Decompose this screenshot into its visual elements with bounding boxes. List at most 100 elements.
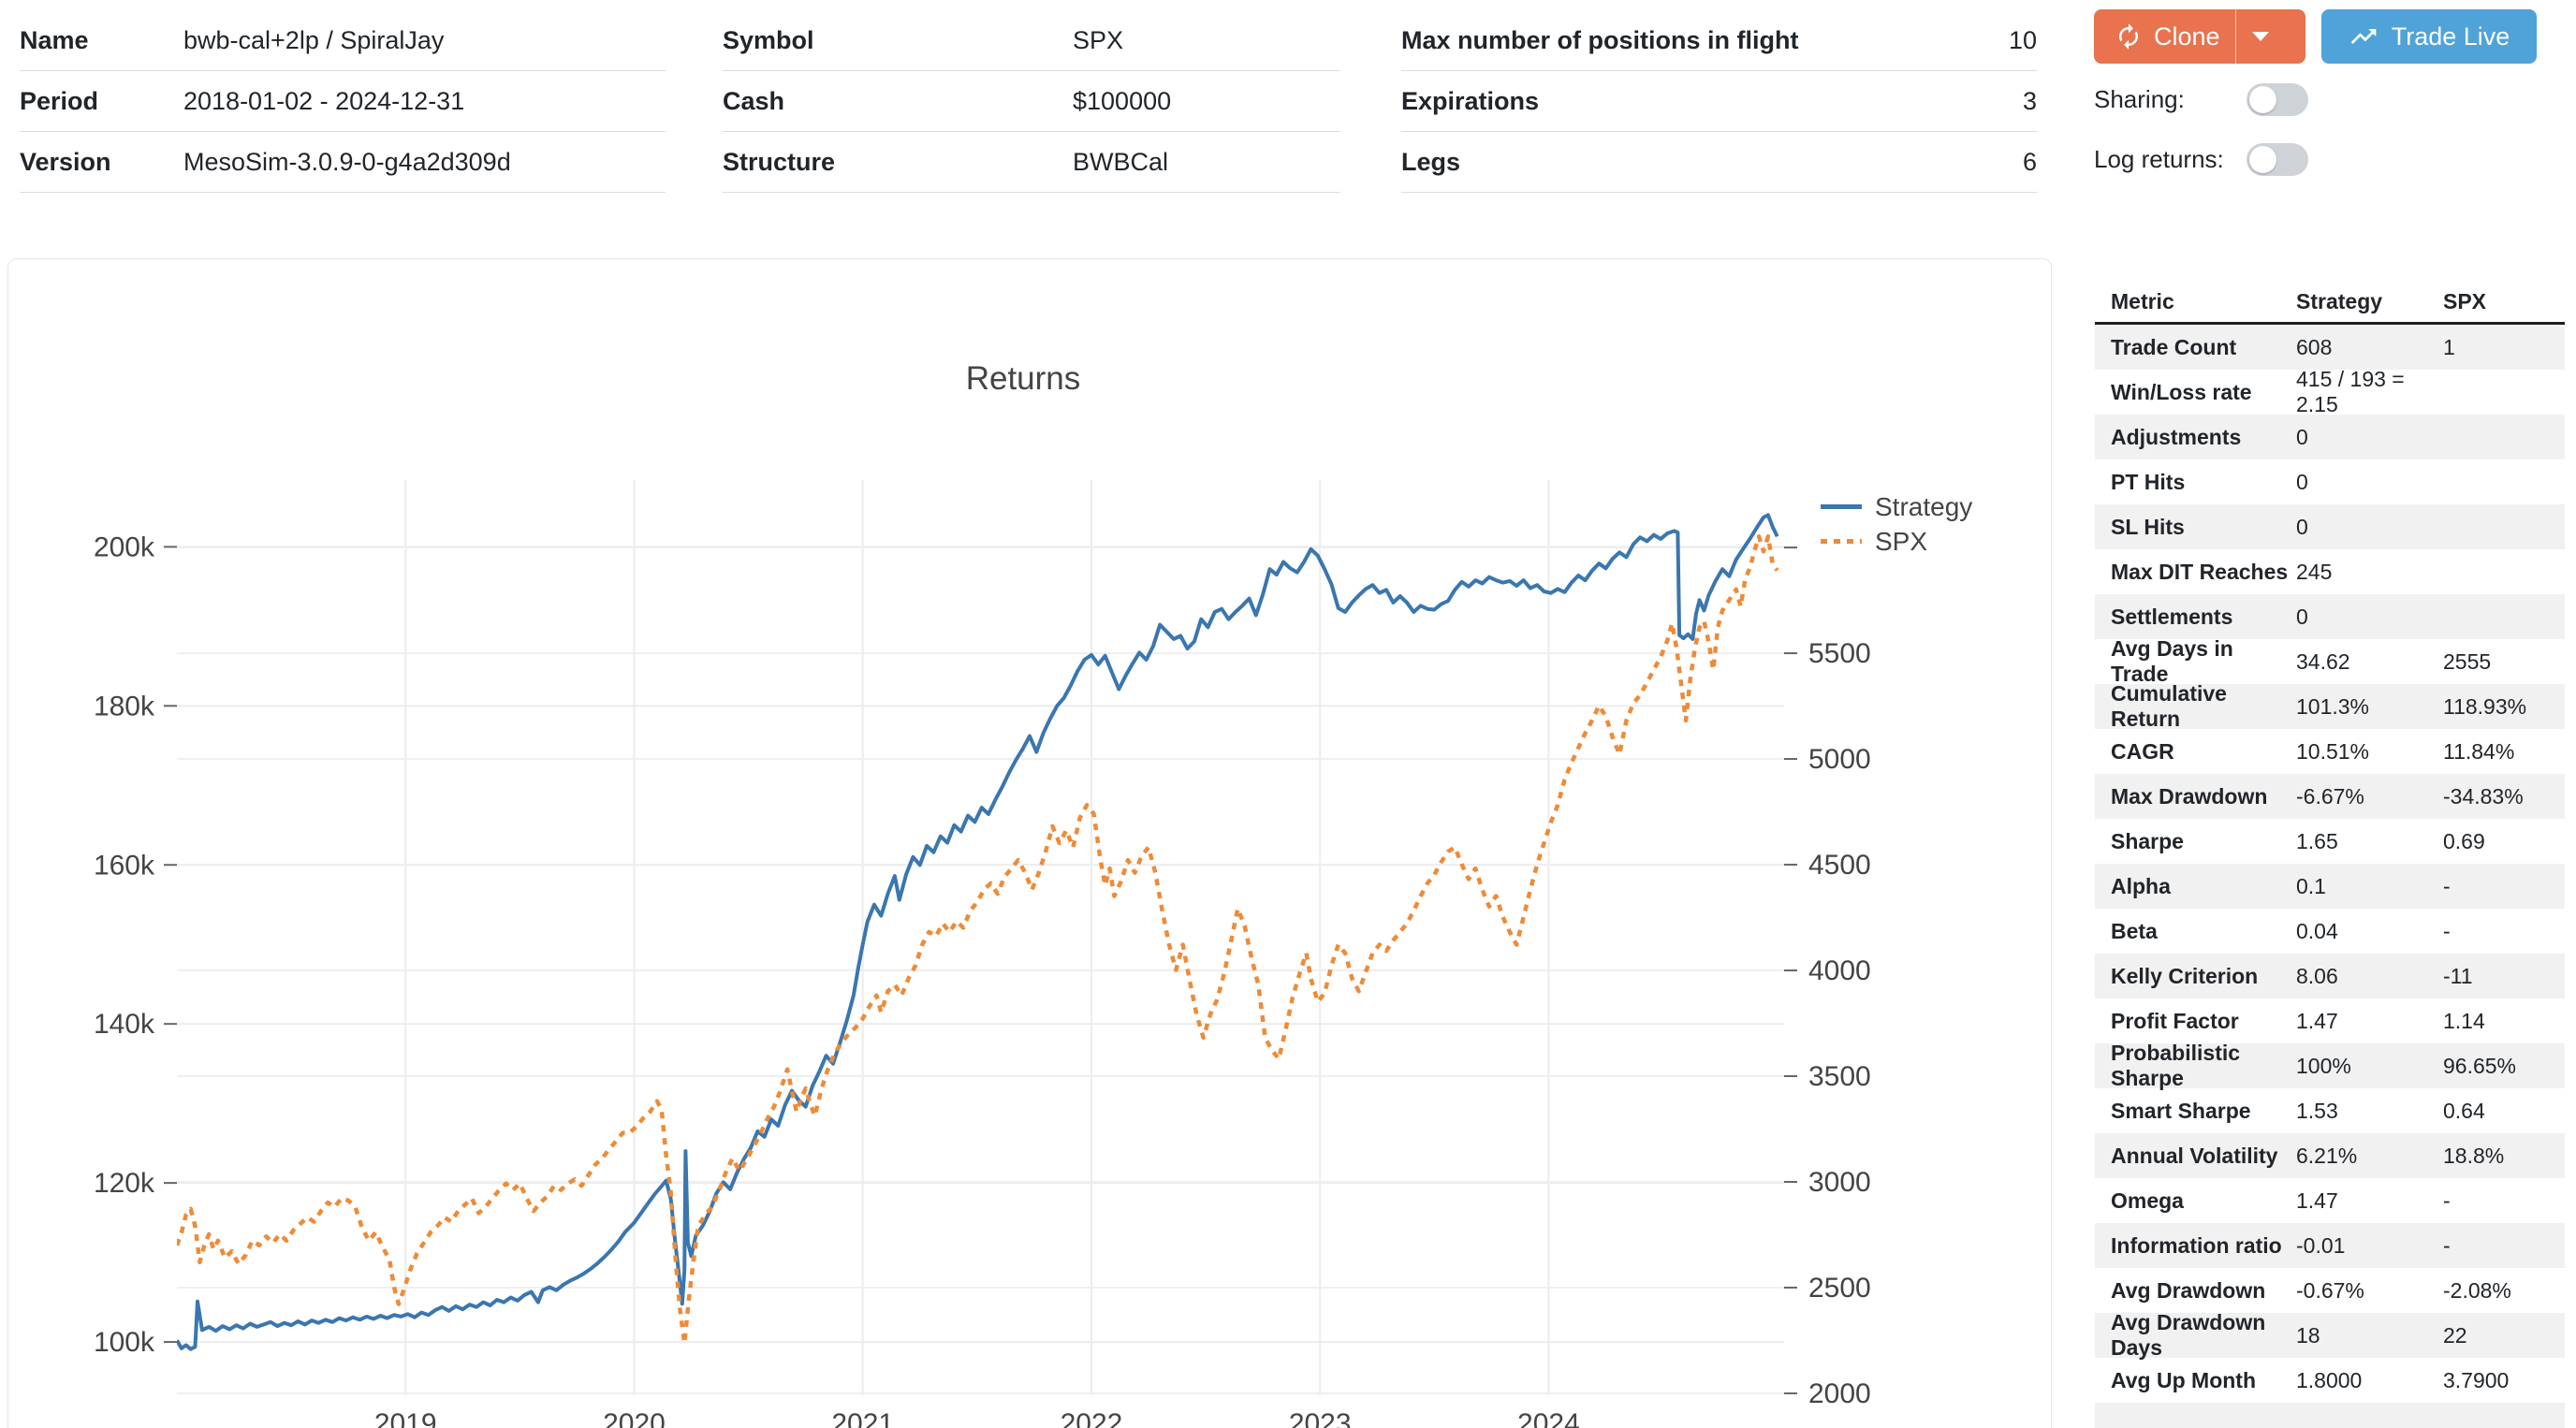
table-row: Probabilistic Sharpe 100% 96.65% (2095, 1041, 2565, 1090)
clone-dropdown-toggle[interactable] (2234, 9, 2285, 64)
table-row: Max DIT Reaches 245 (2095, 549, 2565, 594)
legend-entry-strategy[interactable]: Strategy (1821, 489, 1972, 524)
table-cell: - (2443, 918, 2451, 943)
metrics-col-spx: SPX (2443, 288, 2487, 313)
table-cell: 1.53 (2296, 1098, 2338, 1123)
table-cell: 0 (2296, 424, 2308, 449)
clone-split-button[interactable]: Clone (2094, 9, 2305, 64)
table-cell: 1.14 (2443, 1008, 2485, 1033)
strategy-info-table: Name bwb-cal+2lp / SpiralJay Period 2018-01… (20, 10, 666, 193)
table-cell: 101.3% (2296, 693, 2370, 719)
table-cell: 22 (2443, 1322, 2467, 1348)
table-cell: CAGR (2111, 738, 2174, 764)
metrics-table-header: Metric Strategy SPX (2095, 281, 2565, 325)
table-cell: 245 (2296, 559, 2333, 584)
table-cell: 0.64 (2443, 1098, 2485, 1123)
info-row: Period 2018-01-02 - 2024-12-31 (20, 71, 666, 132)
table-cell: - (2443, 1188, 2451, 1213)
table-cell: 1.47 (2296, 1008, 2338, 1033)
table-cell: -11 (2443, 963, 2473, 988)
y-axis-right-tick-label: 4000 (1808, 955, 1871, 986)
table-cell: Max Drawdown (2111, 783, 2268, 809)
table-cell: -0.67% (2296, 1277, 2364, 1303)
table-cell: 0.69 (2443, 828, 2485, 853)
returns-chart-plot[interactable]: 100k 120k 140k 160k 180k 200k 2000 2500 3000 3500… (8, 259, 2052, 1428)
info-value: $100000 (1073, 86, 1172, 115)
info-value: MesoSim-3.0.9-0-g4a2d309d (183, 147, 511, 176)
legend-label: Strategy (1875, 491, 1973, 521)
info-label: Cash (723, 86, 785, 115)
table-cell: -0.01 (2296, 1232, 2346, 1258)
table-cell: 18.8% (2443, 1143, 2505, 1168)
info-label: Version (20, 147, 111, 176)
table-row-partial (2095, 1403, 2565, 1428)
x-axis-tick-label: 2024 (1517, 1408, 1580, 1428)
table-cell: 11.84% (2443, 738, 2515, 764)
info-row: Cash $100000 (723, 71, 1340, 132)
table-cell: -34.83% (2443, 783, 2524, 809)
sync-icon (2115, 22, 2143, 51)
table-cell: PT Hits (2111, 469, 2186, 494)
table-row: Trade Count 608 1 (2095, 325, 2565, 370)
info-row: Symbol SPX (723, 10, 1340, 71)
clone-button[interactable]: Clone (2094, 9, 2235, 64)
y-axis-left-tick-label: 200k (94, 532, 155, 562)
info-row: Expirations 3 (1401, 71, 2037, 132)
trade-live-label: Trade Live (2391, 22, 2510, 51)
chart-legend: Strategy SPX (1809, 484, 1986, 566)
info-value: 3 (2022, 86, 2037, 115)
table-cell: 100% (2296, 1053, 2351, 1078)
y-axis-left-tick-label: 180k (94, 691, 155, 721)
symbol-info-table: Symbol SPX Cash $100000 Structure BWBCal (723, 10, 1340, 193)
table-cell: 1.65 (2296, 828, 2338, 853)
table-cell: Kelly Criterion (2111, 963, 2259, 988)
table-row: Adjustments 0 (2095, 415, 2565, 459)
table-cell: Avg Drawdown Days (2111, 1310, 2266, 1360)
y-axis-right-tick-label: 3000 (1808, 1167, 1871, 1198)
info-value: 6 (2022, 147, 2037, 176)
table-cell: Max DIT Reaches (2111, 559, 2289, 584)
x-axis-tick-label: 2022 (1061, 1408, 1123, 1428)
table-row: Cumulative Return 101.3% 118.93% (2095, 681, 2565, 731)
table-cell: 1 (2443, 334, 2455, 359)
log-returns-label: Log returns: (2094, 144, 2224, 173)
table-row: Win/Loss rate 415 / 193 = 2.15 (2095, 367, 2565, 416)
table-cell: Beta (2111, 918, 2158, 943)
returns-chart-card: Returns 100k 120k 140k 160k 180k 200k 2000 2500… (7, 258, 2052, 1428)
info-row: Structure BWBCal (723, 132, 1340, 193)
trade-live-button[interactable]: Trade Live (2321, 9, 2537, 64)
y-axis-left-tick-label: 140k (94, 1009, 155, 1040)
info-label: Period (20, 86, 99, 115)
info-label: Name (20, 25, 89, 54)
legend-swatch (1821, 504, 1862, 509)
table-cell: 2555 (2443, 648, 2492, 674)
metrics-table-body: Trade Count 608 1 Win/Loss rate 415 / 193 = … (2095, 325, 2565, 1428)
table-cell: Information ratio (2111, 1232, 2282, 1258)
y-axis-right-tick-label: 5500 (1808, 638, 1871, 669)
legend-label: SPX (1875, 526, 1928, 556)
legend-swatch (1821, 539, 1862, 544)
table-cell: - (2443, 1232, 2451, 1258)
table-cell: -6.67% (2296, 783, 2364, 809)
table-cell: 34.62 (2296, 648, 2350, 674)
table-row: Information ratio -0.01 - (2095, 1223, 2565, 1268)
metrics-col-strategy: Strategy (2296, 288, 2383, 313)
table-cell: Win/Loss rate (2111, 379, 2252, 404)
table-cell: 608 (2296, 334, 2333, 359)
table-cell: Annual Volatility (2111, 1143, 2278, 1168)
y-axis-left-tick-label: 100k (94, 1327, 155, 1358)
info-value: 2018-01-02 - 2024-12-31 (183, 86, 465, 115)
table-cell: Trade Count (2111, 334, 2237, 359)
table-row: Avg Drawdown -0.67% -2.08% (2095, 1268, 2565, 1313)
sharing-label: Sharing: (2094, 84, 2185, 113)
table-cell: 1.8000 (2296, 1367, 2363, 1392)
table-cell: Cumulative Return (2111, 681, 2227, 731)
legend-entry-spx[interactable]: SPX (1821, 524, 1972, 559)
y-axis-left-tick-label: 120k (94, 1168, 155, 1199)
log-returns-toggle[interactable] (2247, 142, 2308, 176)
position-info-table: Max number of positions in flight 10 Expir… (1401, 10, 2037, 193)
info-label: Structure (723, 147, 836, 176)
y-axis-right-tick-label: 2500 (1808, 1273, 1871, 1304)
table-row: Max Drawdown -6.67% -34.83% (2095, 774, 2565, 819)
sharing-toggle[interactable] (2247, 82, 2308, 116)
